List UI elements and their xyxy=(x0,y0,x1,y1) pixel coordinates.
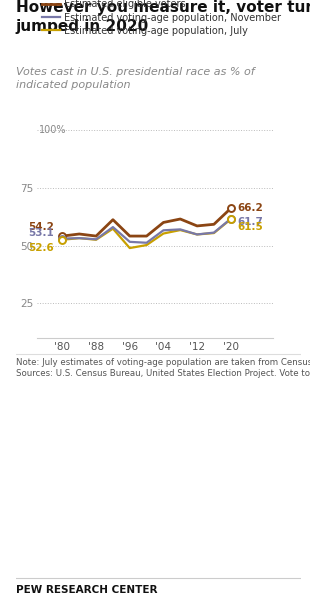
Text: 53.1: 53.1 xyxy=(28,228,54,238)
Text: 54.2: 54.2 xyxy=(28,222,54,232)
Legend: Estimated eligible voters, Estimated voting-age population, November, Estimated : Estimated eligible voters, Estimated vot… xyxy=(42,0,281,36)
Text: 61.5: 61.5 xyxy=(237,223,263,232)
Text: Votes cast in U.S. presidential race as % of
indicated population: Votes cast in U.S. presidential race as … xyxy=(16,67,254,90)
Text: 52.6: 52.6 xyxy=(28,243,54,253)
Text: PEW RESEARCH CENTER: PEW RESEARCH CENTER xyxy=(16,586,157,595)
Text: However you measure it, voter turnout
jumped in 2020: However you measure it, voter turnout ju… xyxy=(16,0,310,34)
Text: Note: July estimates of voting-age population are taken from Census Bureau repor: Note: July estimates of voting-age popul… xyxy=(16,358,310,379)
Text: 61.7: 61.7 xyxy=(237,217,263,227)
Text: 66.2: 66.2 xyxy=(237,203,263,213)
Text: 100%: 100% xyxy=(39,125,67,136)
